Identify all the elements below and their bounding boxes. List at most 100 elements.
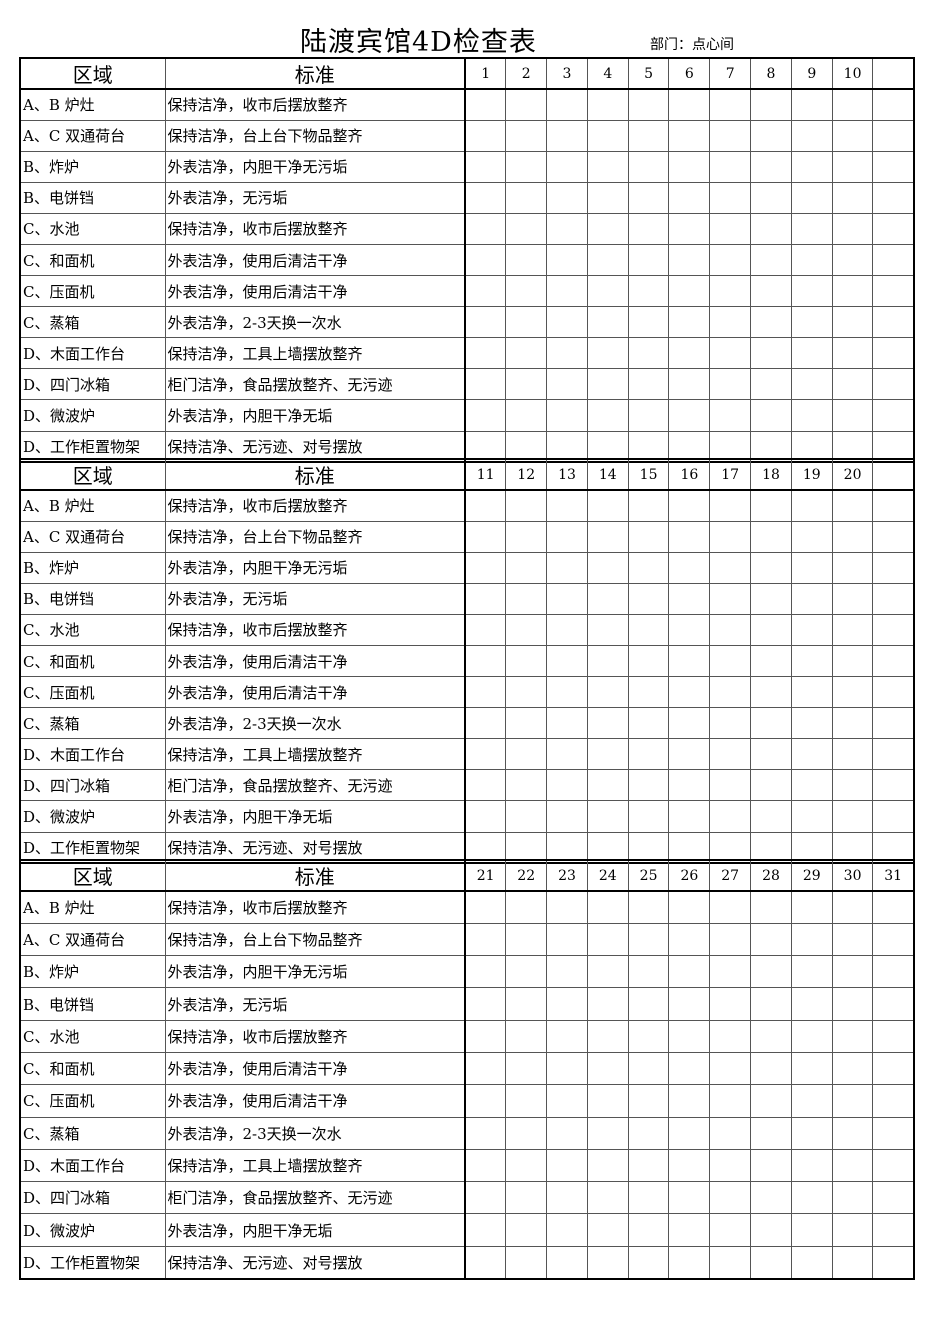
check-cell[interactable] — [872, 582, 915, 615]
check-cell[interactable] — [872, 1181, 915, 1215]
check-cell[interactable] — [709, 1051, 752, 1086]
check-cell[interactable] — [831, 922, 874, 957]
check-cell[interactable] — [546, 150, 588, 183]
check-cell[interactable] — [505, 430, 548, 463]
check-cell[interactable] — [790, 150, 833, 183]
check-cell[interactable] — [586, 119, 629, 152]
check-cell[interactable] — [709, 1245, 752, 1280]
check-cell[interactable] — [586, 800, 629, 833]
check-cell[interactable] — [790, 1084, 833, 1118]
check-cell[interactable] — [750, 955, 792, 989]
check-cell[interactable] — [831, 1019, 874, 1053]
check-cell[interactable] — [668, 337, 711, 370]
check-cell[interactable] — [750, 738, 792, 771]
check-cell[interactable] — [505, 150, 548, 183]
check-cell[interactable] — [709, 1148, 752, 1183]
check-cell[interactable] — [709, 769, 752, 802]
check-cell[interactable] — [546, 922, 588, 957]
check-cell[interactable] — [790, 769, 833, 802]
check-cell[interactable] — [586, 1051, 629, 1086]
check-cell[interactable] — [586, 707, 629, 740]
check-cell[interactable] — [586, 1116, 629, 1150]
check-cell[interactable] — [627, 1051, 670, 1086]
check-cell[interactable] — [668, 1181, 711, 1215]
check-cell[interactable] — [586, 890, 629, 924]
check-cell[interactable] — [464, 88, 507, 121]
check-cell[interactable] — [668, 181, 711, 214]
check-cell[interactable] — [546, 644, 588, 678]
check-cell[interactable] — [790, 987, 833, 1021]
check-cell[interactable] — [668, 676, 711, 709]
check-cell[interactable] — [872, 1213, 915, 1247]
check-cell[interactable] — [464, 769, 507, 802]
check-cell[interactable] — [505, 676, 548, 709]
check-cell[interactable] — [872, 676, 915, 709]
check-cell[interactable] — [505, 520, 548, 553]
check-cell[interactable] — [790, 119, 833, 152]
check-cell[interactable] — [872, 769, 915, 802]
check-cell[interactable] — [464, 119, 507, 152]
check-cell[interactable] — [668, 368, 711, 401]
check-cell[interactable] — [505, 1019, 548, 1053]
check-cell[interactable] — [505, 738, 548, 771]
check-cell[interactable] — [831, 1084, 874, 1118]
check-cell[interactable] — [586, 582, 629, 615]
check-cell[interactable] — [831, 119, 874, 152]
check-cell[interactable] — [831, 987, 874, 1021]
check-cell[interactable] — [668, 88, 711, 121]
check-cell[interactable] — [750, 1116, 792, 1150]
check-cell[interactable] — [464, 1148, 507, 1183]
check-cell[interactable] — [831, 275, 874, 308]
check-cell[interactable] — [586, 1019, 629, 1053]
check-cell[interactable] — [750, 987, 792, 1021]
check-cell[interactable] — [750, 769, 792, 802]
check-cell[interactable] — [464, 582, 507, 615]
check-cell[interactable] — [464, 306, 507, 339]
check-cell[interactable] — [627, 987, 670, 1021]
check-cell[interactable] — [872, 275, 915, 308]
check-cell[interactable] — [750, 707, 792, 740]
check-cell[interactable] — [709, 520, 752, 553]
check-cell[interactable] — [627, 1181, 670, 1215]
check-cell[interactable] — [505, 613, 548, 646]
check-cell[interactable] — [505, 644, 548, 678]
check-cell[interactable] — [586, 738, 629, 771]
check-cell[interactable] — [790, 551, 833, 584]
check-cell[interactable] — [872, 368, 915, 401]
check-cell[interactable] — [709, 1213, 752, 1247]
check-cell[interactable] — [464, 275, 507, 308]
check-cell[interactable] — [831, 582, 874, 615]
check-cell[interactable] — [627, 368, 670, 401]
check-cell[interactable] — [831, 489, 874, 522]
check-cell[interactable] — [709, 181, 752, 214]
check-cell[interactable] — [750, 551, 792, 584]
check-cell[interactable] — [790, 243, 833, 277]
check-cell[interactable] — [627, 150, 670, 183]
check-cell[interactable] — [627, 582, 670, 615]
check-cell[interactable] — [872, 613, 915, 646]
check-cell[interactable] — [750, 1148, 792, 1183]
check-cell[interactable] — [586, 520, 629, 553]
check-cell[interactable] — [627, 337, 670, 370]
check-cell[interactable] — [546, 707, 588, 740]
check-cell[interactable] — [627, 275, 670, 308]
check-cell[interactable] — [831, 88, 874, 121]
check-cell[interactable] — [627, 1019, 670, 1053]
check-cell[interactable] — [505, 1181, 548, 1215]
check-cell[interactable] — [627, 520, 670, 553]
check-cell[interactable] — [586, 181, 629, 214]
check-cell[interactable] — [831, 337, 874, 370]
check-cell[interactable] — [872, 430, 915, 463]
check-cell[interactable] — [546, 368, 588, 401]
check-cell[interactable] — [546, 769, 588, 802]
check-cell[interactable] — [505, 1245, 548, 1280]
check-cell[interactable] — [872, 212, 915, 245]
check-cell[interactable] — [750, 831, 792, 864]
check-cell[interactable] — [790, 368, 833, 401]
check-cell[interactable] — [546, 955, 588, 989]
check-cell[interactable] — [790, 399, 833, 432]
check-cell[interactable] — [586, 1181, 629, 1215]
check-cell[interactable] — [709, 955, 752, 989]
check-cell[interactable] — [872, 88, 915, 121]
check-cell[interactable] — [668, 1019, 711, 1053]
